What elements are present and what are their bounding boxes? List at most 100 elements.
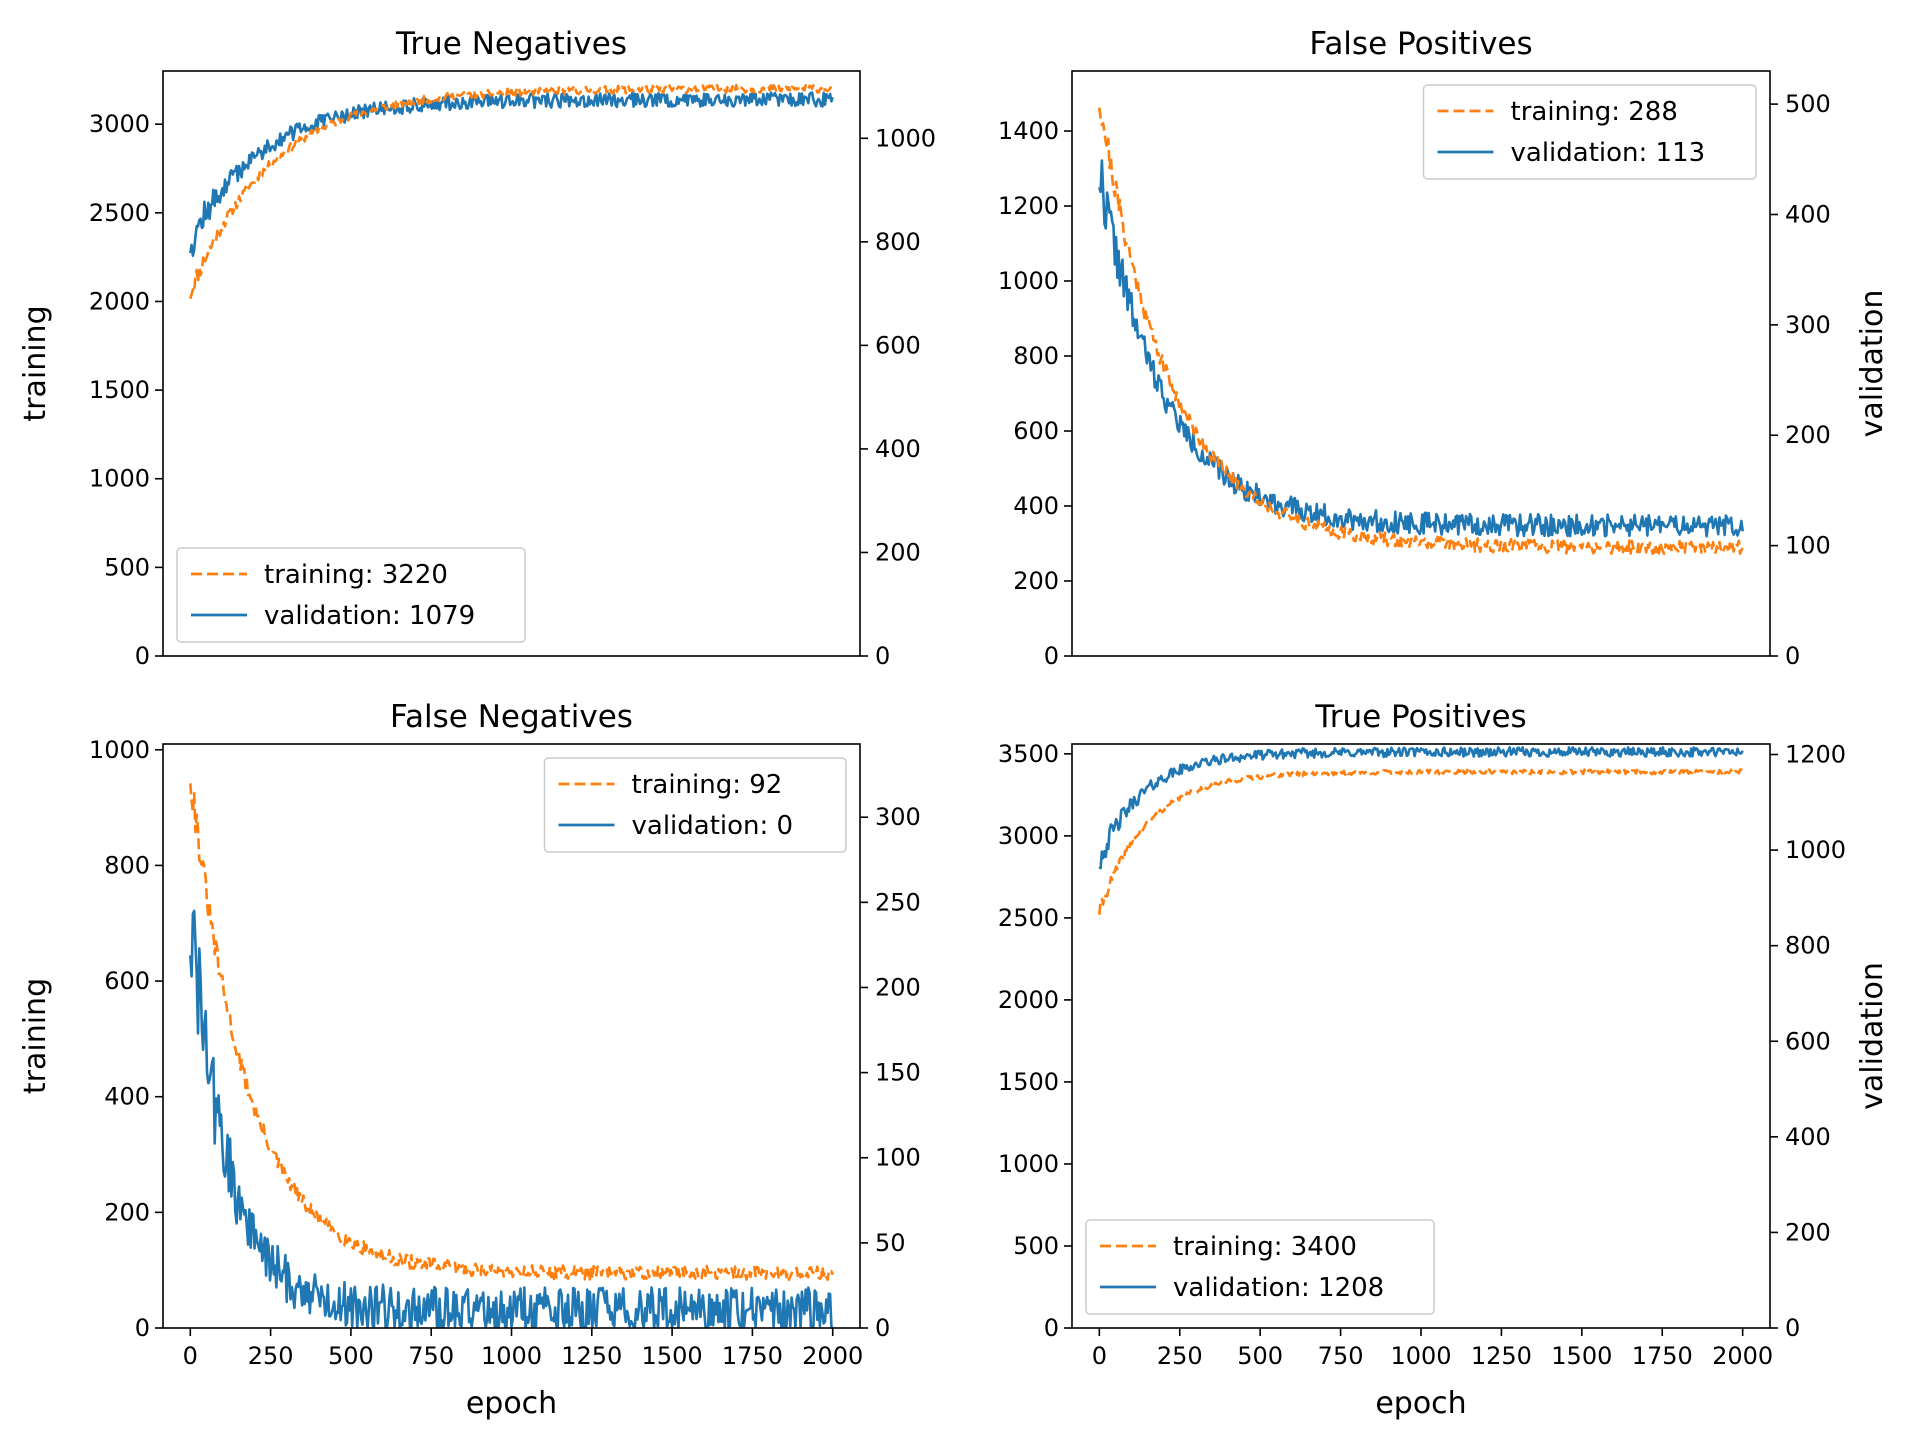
training-series-line — [1098, 768, 1744, 915]
y-tick-label: 2500 — [998, 904, 1059, 932]
y-tick-label: 800 — [1013, 342, 1059, 370]
training-series-line — [189, 83, 833, 300]
y2-tick-label: 100 — [875, 1144, 921, 1172]
y2-tick-label: 0 — [875, 1314, 890, 1342]
y-tick-label: 1000 — [998, 1150, 1059, 1178]
x-tick-label: 0 — [183, 1342, 198, 1370]
legend-frame — [176, 547, 526, 643]
y-tick-label: 500 — [1013, 1232, 1059, 1260]
y-tick-label: 3500 — [998, 740, 1059, 768]
x-tick-label: 2000 — [802, 1342, 863, 1370]
x-tick-label: 1250 — [561, 1342, 622, 1370]
x-tick-label: 250 — [248, 1342, 294, 1370]
y-tick-label: 2000 — [89, 287, 150, 315]
y2-tick-label: 0 — [1785, 1314, 1800, 1342]
axes-frame — [162, 70, 861, 657]
y-tick-label: 2000 — [998, 986, 1059, 1014]
subplot-title: True Negatives — [395, 26, 627, 62]
y2-tick-label: 500 — [1785, 90, 1831, 118]
y-tick-label: 600 — [1013, 417, 1059, 445]
legend-frame — [1422, 84, 1757, 180]
legend-entry: training: 3220 — [264, 560, 448, 590]
y2-tick-label: 50 — [875, 1229, 906, 1257]
y2-tick-label: 600 — [875, 331, 921, 359]
subplot-1: 0 500 1000 1500 2000 2500 3000 0 200 400 600 800 100… — [18, 26, 936, 670]
y-tick-label: 1500 — [998, 1068, 1059, 1096]
y2-axis-label: validation — [1855, 290, 1890, 438]
x-tick-label: 1750 — [1632, 1342, 1693, 1370]
legend-entry: training: 92 — [632, 770, 783, 800]
y-tick-label: 400 — [1013, 492, 1059, 520]
training-series-line — [1098, 107, 1744, 556]
y-tick-label: 200 — [104, 1198, 150, 1226]
y-tick-label: 600 — [104, 967, 150, 995]
y2-tick-label: 200 — [1785, 1218, 1831, 1246]
y-tick-label: 3000 — [998, 822, 1059, 850]
y-tick-label: 0 — [1044, 642, 1059, 670]
x-tick-label: 750 — [1318, 1342, 1364, 1370]
legend-entry: training: 3400 — [1173, 1232, 1357, 1262]
x-tick-label: 1250 — [1471, 1342, 1532, 1370]
legend-frame — [1085, 1219, 1435, 1315]
x-tick-label: 1000 — [481, 1342, 542, 1370]
y-tick-label: 0 — [135, 1314, 150, 1342]
y2-tick-label: 200 — [875, 973, 921, 1001]
y-tick-label: 2500 — [89, 199, 150, 227]
subplot-title: True Positives — [1314, 699, 1526, 735]
y2-tick-label: 800 — [875, 228, 921, 256]
y2-tick-label: 800 — [1785, 932, 1831, 960]
y2-tick-label: 0 — [875, 642, 890, 670]
x-tick-label: 1000 — [1390, 1342, 1451, 1370]
y2-tick-label: 250 — [875, 888, 921, 916]
y-tick-label: 0 — [135, 642, 150, 670]
y-tick-label: 1000 — [998, 267, 1059, 295]
subplot-4: 0500100015002000250030003500020040060080… — [998, 699, 1890, 1421]
x-tick-label: 500 — [328, 1342, 374, 1370]
x-tick-label: 2000 — [1712, 1342, 1773, 1370]
y2-tick-label: 300 — [875, 803, 921, 831]
x-axis-label: epoch — [466, 1386, 557, 1421]
y-tick-label: 1500 — [89, 376, 150, 404]
y-tick-label: 800 — [104, 851, 150, 879]
legend-entry: training: 288 — [1511, 97, 1678, 127]
x-axis-label: epoch — [1375, 1386, 1466, 1421]
y-tick-label: 1000 — [89, 465, 150, 493]
x-tick-label: 250 — [1157, 1342, 1203, 1370]
x-tick-label: 1500 — [642, 1342, 703, 1370]
y-tick-label: 1400 — [998, 117, 1059, 145]
legend-entry: validation: 113 — [1511, 138, 1706, 168]
y-tick-label: 500 — [104, 553, 150, 581]
y2-tick-label: 0 — [1785, 642, 1800, 670]
validation-series-line — [1098, 159, 1744, 538]
x-tick-label: 1500 — [1551, 1342, 1612, 1370]
validation-series-line — [1098, 746, 1744, 870]
legend-entry: validation: 0 — [632, 811, 794, 841]
y2-tick-label: 300 — [1785, 311, 1831, 339]
y2-tick-label: 100 — [1785, 532, 1831, 560]
y-axis-label: training — [18, 305, 53, 421]
y2-tick-label: 400 — [1785, 200, 1831, 228]
y-tick-label: 3000 — [89, 110, 150, 138]
y-tick-label: 0 — [1044, 1314, 1059, 1342]
y-tick-label: 1000 — [89, 736, 150, 764]
training-series-line — [189, 783, 834, 1282]
subplot-3: 0 200 400 600 800 1000 0 50 100 150 200 250 300 0 250 5… — [18, 699, 921, 1421]
validation-series-line — [189, 91, 834, 257]
subplot-2: 0 200 400 600 800 1000 1200 1400 0 100 200 300 400 50… — [998, 26, 1890, 670]
y2-tick-label: 1000 — [875, 124, 936, 152]
y2-tick-label: 1200 — [1785, 741, 1846, 769]
legend: training: 3220 validation: 1079 — [176, 547, 526, 643]
y-tick-label: 1200 — [998, 192, 1059, 220]
legend: training: 288 validation: 113 — [1422, 84, 1757, 180]
x-tick-label: 750 — [408, 1342, 454, 1370]
legend-frame — [543, 757, 847, 853]
y2-tick-label: 200 — [1785, 421, 1831, 449]
legend: training: 3400 validation: 1208 — [1085, 1219, 1435, 1315]
axes-frame — [1071, 70, 1771, 657]
x-tick-label: 500 — [1237, 1342, 1283, 1370]
y-axis-label: training — [18, 978, 53, 1094]
y2-axis-label: validation — [1855, 962, 1890, 1110]
validation-series-line — [189, 909, 834, 1328]
y2-tick-label: 200 — [875, 538, 921, 566]
